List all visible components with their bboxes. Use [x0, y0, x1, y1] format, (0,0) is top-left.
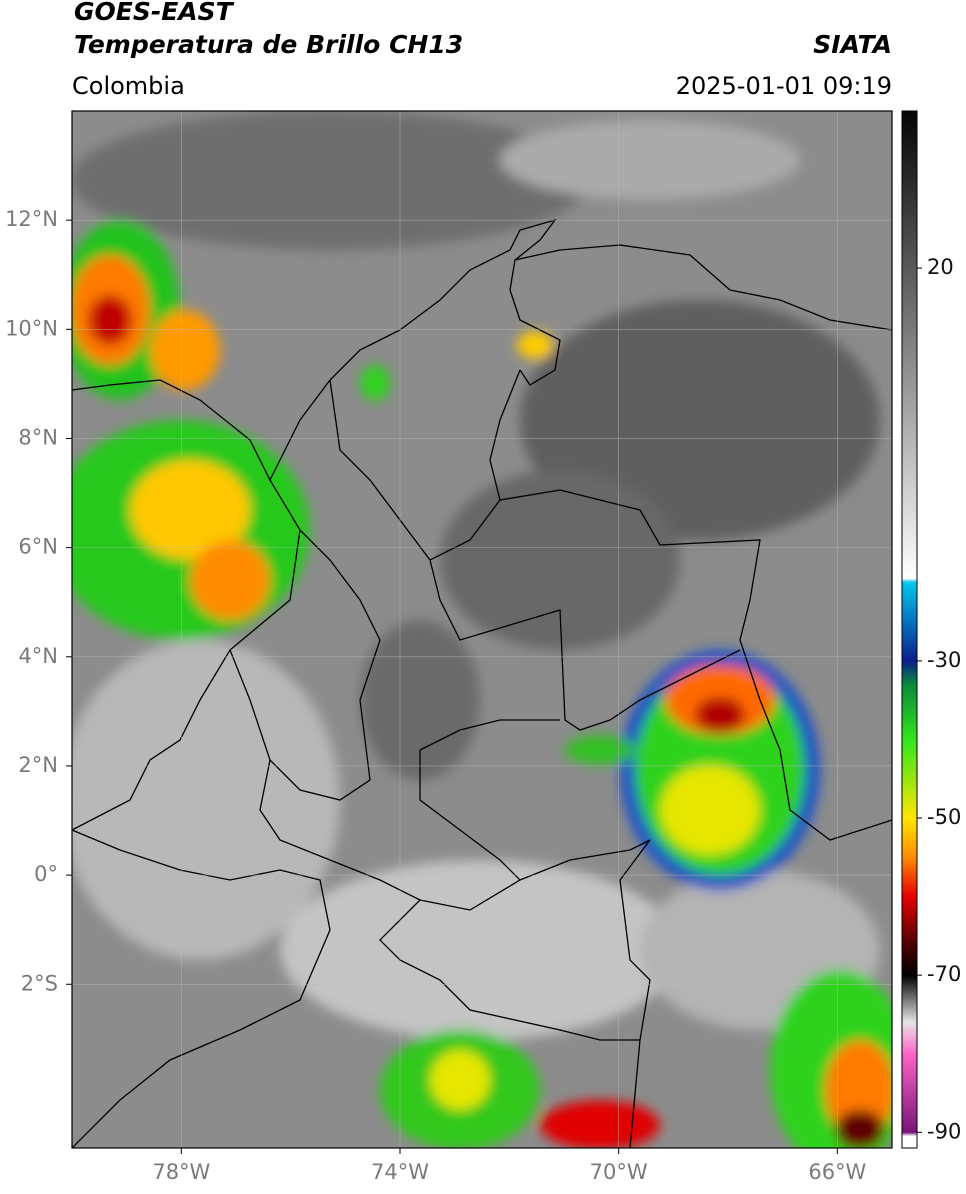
x-tick-label: 66°W	[808, 1160, 866, 1184]
colorbar-tick-label: -30	[927, 648, 961, 672]
colorbar: 20 -30 -50 -70 -90	[901, 110, 961, 1149]
y-tick-label: 0°	[34, 862, 58, 886]
map-frame	[71, 110, 893, 1149]
colorbar-scale	[901, 110, 918, 1149]
colorbar-tick-label: -70	[927, 962, 961, 986]
source: SIATA	[813, 30, 892, 59]
timestamp: 2025-01-01 09:19	[676, 72, 892, 100]
x-tick-label: 78°W	[152, 1160, 210, 1184]
colorbar-tick-label: -90	[927, 1119, 961, 1143]
y-tick-label: 4°N	[18, 644, 58, 668]
grid	[72, 111, 892, 1148]
y-tick-label: 2°S	[21, 971, 58, 995]
region: Colombia	[72, 72, 185, 100]
colorbar-tick-label: -50	[927, 805, 961, 829]
y-tick-label: 8°N	[18, 425, 58, 449]
y-tick-label: 12°N	[5, 207, 58, 231]
y-tick-label: 6°N	[18, 535, 58, 559]
subtitle: Temperatura de Brillo CH13	[74, 30, 463, 59]
x-tick-label: 74°W	[371, 1160, 429, 1184]
y-tick-label: 10°N	[5, 316, 58, 340]
title: GOES-EAST	[74, 0, 235, 26]
x-tick-label: 70°W	[590, 1160, 648, 1184]
satellite-image	[72, 111, 892, 1148]
colorbar-tick-label: 20	[927, 255, 954, 279]
y-tick-label: 2°N	[18, 753, 58, 777]
